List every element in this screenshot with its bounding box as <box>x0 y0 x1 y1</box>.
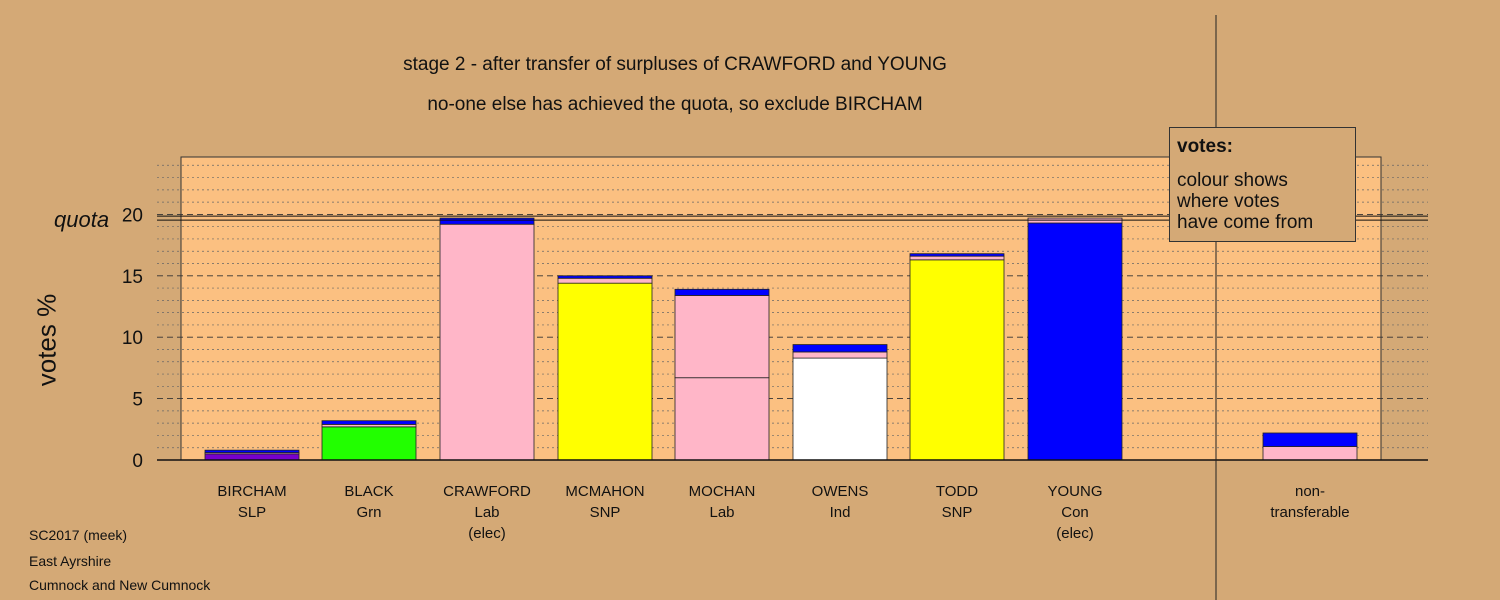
category-label-line: BLACK <box>344 483 394 500</box>
category-label-line: (elec) <box>1056 525 1094 542</box>
category-label: BIRCHAM SLP <box>192 481 312 523</box>
y-tick-label: 20 <box>122 205 143 226</box>
category-label-line: Con <box>1061 504 1089 521</box>
y-tick-label: 5 <box>132 390 143 411</box>
bar-segment-ind <box>792 357 888 461</box>
quota-label: quota <box>54 207 110 232</box>
bar-segment-lab <box>557 277 653 284</box>
legend-line: colour shows <box>1177 170 1288 191</box>
footer-line: East Ayrshire <box>29 553 112 569</box>
bar-segment-con <box>909 253 1005 257</box>
category-label-line: non- <box>1294 483 1326 500</box>
category-label-line: Lab <box>709 504 735 521</box>
category-label-line: TODD <box>935 483 979 500</box>
category-label: YOUNG Con (elec) <box>1015 481 1135 544</box>
bar-segment-con <box>321 420 417 425</box>
category-label: CRAWFORD Lab (elec) <box>427 481 547 544</box>
category-label-line: SNP <box>589 504 621 521</box>
category-label: MCMAHON SNP <box>545 481 665 523</box>
category-label-line: SLP <box>237 504 267 521</box>
y-axis-label: votes % <box>31 293 62 387</box>
bar-segment-lab <box>1262 446 1358 461</box>
chart-title: stage 2 - after transfer of surpluses of… <box>403 54 947 75</box>
category-label-line: OWENS <box>811 483 869 500</box>
category-label: MOCHAN Lab <box>662 481 782 523</box>
bar-segment-con <box>792 344 888 353</box>
footer-line: Cumnock and New Cumnock <box>29 577 211 593</box>
category-label-line: Ind <box>829 504 851 521</box>
category-label-line: Lab <box>474 504 500 521</box>
bars <box>204 217 1358 461</box>
category-label-line: Grn <box>356 504 382 521</box>
bar-segment-lab <box>909 255 1005 261</box>
bar-segment-con <box>557 275 653 279</box>
bar-segment-con <box>439 217 535 225</box>
category-label-line: SNP <box>941 504 973 521</box>
bar-segment-slp <box>204 453 300 461</box>
bar-segment-lab <box>674 295 770 379</box>
category-label-line: MOCHAN <box>688 483 756 500</box>
chart-subtitle: no-one else has achieved the quota, so e… <box>427 94 923 115</box>
legend-line: have come from <box>1177 212 1314 233</box>
legend-line: where votes <box>1177 191 1280 212</box>
category-label-line: CRAWFORD <box>443 483 531 500</box>
bar-segment-con <box>204 449 300 454</box>
bar-segment-con <box>674 288 770 296</box>
bar-segment-con <box>1262 432 1358 447</box>
y-tick-label: 15 <box>122 267 143 288</box>
y-tick-label: 10 <box>122 328 143 349</box>
category-label-line: YOUNG <box>1047 483 1103 500</box>
bar-segment-lab <box>792 351 888 359</box>
category-label-line: transferable <box>1270 504 1350 521</box>
bar-segment-lab <box>439 223 535 461</box>
category-label: TODD SNP <box>897 481 1017 523</box>
bar-segment-lab <box>674 377 770 461</box>
y-tick-label: 0 <box>132 451 143 472</box>
legend-title: votes: <box>1177 136 1233 157</box>
category-label: OWENS Ind <box>780 481 900 523</box>
bar-segment-snp <box>909 259 1005 461</box>
footer-line: SC2017 (meek) <box>29 527 128 543</box>
category-label-line: (elec) <box>468 525 506 542</box>
legend: votes: colour shows where votes have com… <box>1169 127 1356 242</box>
bar-segment-snp <box>557 282 653 461</box>
bar-segment-con <box>1027 222 1123 461</box>
bar-segment-grn <box>321 426 417 461</box>
axes: 0 5 10 15 20 <box>122 15 1428 600</box>
category-label: BLACK Grn <box>309 481 429 523</box>
category-label: non-transferable <box>1250 481 1370 523</box>
category-label-line: MCMAHON <box>565 483 645 500</box>
category-label-line: BIRCHAM <box>217 483 287 500</box>
